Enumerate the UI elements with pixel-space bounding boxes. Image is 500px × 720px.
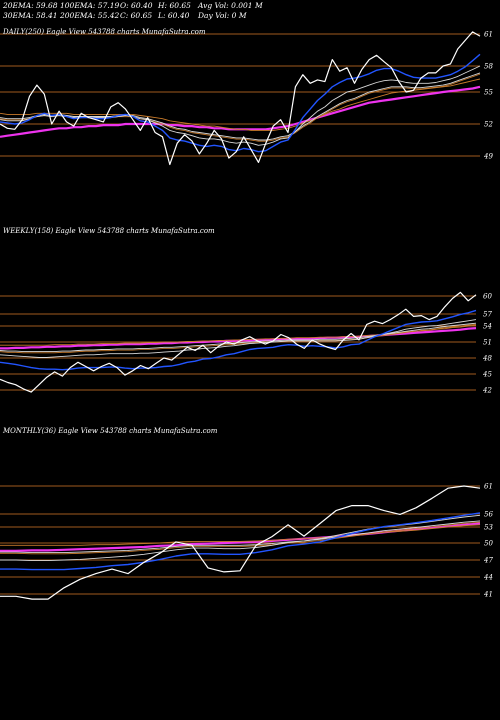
ema-long-a-line [0, 524, 481, 546]
ema-mid-a-line [0, 319, 477, 358]
y-tick-label: 61 [484, 31, 493, 39]
y-tick-label: 44 [483, 574, 493, 582]
y-tick-label: 54 [483, 323, 492, 331]
header-ema30: 30EMA: 58.41 [3, 11, 58, 20]
panel-title: WEEKLY(158) Eagle View 543788 charts Mun… [3, 227, 215, 235]
y-tick-label: 51 [483, 339, 492, 347]
ema-short-line [0, 512, 481, 571]
price-line [0, 485, 481, 600]
y-tick-label: 45 [482, 371, 492, 379]
y-tick-label: 56 [484, 511, 493, 519]
price-line [0, 291, 477, 393]
header-close: C: 60.65 [120, 11, 153, 20]
ema-mid-a-line [0, 65, 481, 146]
panel-title: MONTHLY(36) Eagle View 543788 charts Mun… [2, 427, 218, 435]
header-ema100: 100EMA: 57.19 [60, 1, 120, 10]
ema-short-line [0, 53, 481, 153]
ema-mid-b-line-shadow [0, 324, 477, 354]
header-low: L: 60.40 [158, 11, 190, 20]
header-open: O: 60.40 [120, 1, 153, 10]
y-tick-label: 49 [483, 153, 493, 161]
header-high: H: 60.65 [158, 1, 191, 10]
ema-mid-b-line-shadow [0, 521, 481, 555]
y-tick-label: 47 [483, 557, 493, 565]
y-tick-label: 57 [483, 311, 492, 319]
header-ema20: 20EMA: 59.68 [3, 1, 58, 10]
y-tick-label: 60 [483, 293, 492, 301]
ema-mid-b-line [0, 322, 477, 353]
y-tick-label: 55 [484, 89, 493, 97]
y-tick-label: 61 [484, 483, 493, 491]
y-tick-label: 41 [483, 591, 493, 599]
ema-mid-b-line [0, 520, 481, 554]
panel-title: DAILY(250) Eagle View 543788 charts Muna… [2, 28, 206, 36]
header-ema200: 200EMA: 55.42 [60, 11, 120, 20]
y-tick-label: 52 [484, 121, 493, 129]
y-tick-label: 53 [484, 524, 493, 532]
header-avg-vol: Avg Vol: 0.001 M [198, 1, 263, 10]
price-line [0, 31, 481, 166]
ema-short-line [0, 309, 477, 371]
ema-mid-b-line-shadow [0, 73, 481, 142]
y-tick-label: 50 [484, 540, 493, 548]
y-tick-label: 58 [484, 63, 493, 71]
header-day-vol: Day Vol: 0 M [198, 11, 247, 20]
y-tick-label: 48 [482, 355, 492, 363]
y-tick-label: 42 [482, 387, 492, 395]
